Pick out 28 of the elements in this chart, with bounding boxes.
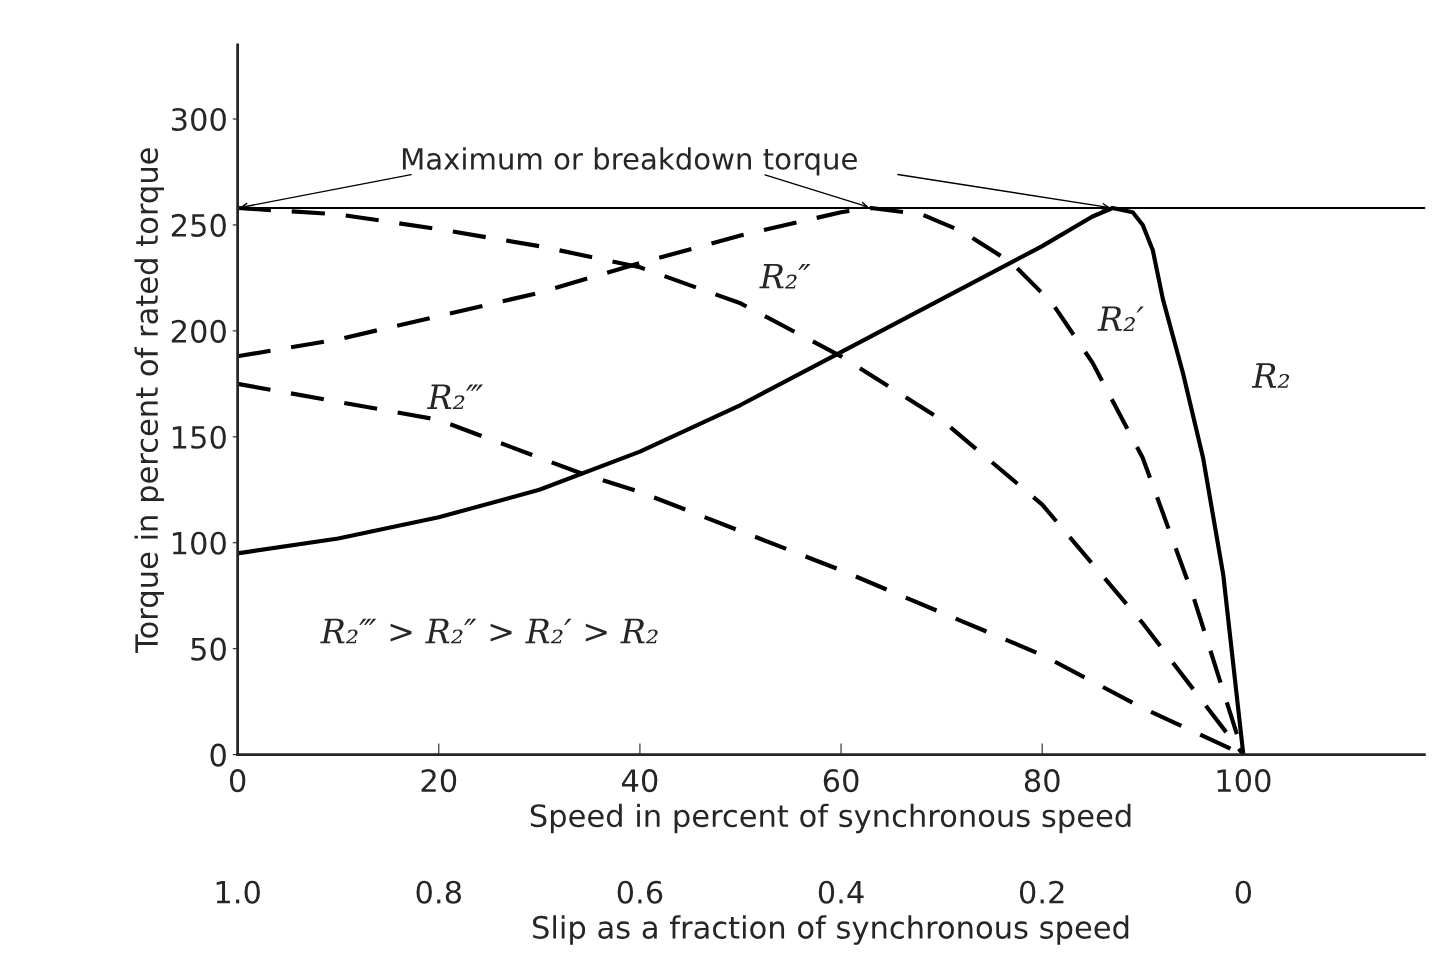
x2-tick-label: 0.6	[617, 880, 663, 904]
y-axis-title: Torque in percent of rated torque	[134, 148, 165, 653]
series-label: R₂″	[759, 263, 811, 289]
x-tick-label: 20	[421, 769, 457, 793]
y-tick-label: 300	[171, 107, 226, 132]
x-tick-label: 60	[823, 769, 859, 793]
x-tick-label: 80	[1024, 769, 1060, 793]
series-label: R₂′	[1097, 306, 1144, 331]
y-tick-label: 50	[191, 637, 226, 661]
x2-axis-title: Slip as a fraction of synchronous speed	[533, 915, 1129, 945]
y-tick-label: 0	[210, 743, 226, 767]
x-axis-title: Speed in percent of synchronous speed	[530, 803, 1131, 834]
ref-line-label: Maximum or breakdown torque	[402, 147, 857, 176]
x-tick-label: 100	[1217, 769, 1271, 793]
y-tick-label: 200	[171, 319, 226, 343]
annotation: R₂‴ > R₂″ > R₂′ > R₂	[320, 618, 658, 644]
x2-tick-label: 0.4	[818, 880, 864, 904]
x2-tick-label: 0	[1235, 880, 1252, 904]
y-tick-label: 100	[172, 531, 226, 555]
x2-tick-label: 1.0	[216, 880, 260, 904]
x2-tick-label: 0.2	[1019, 880, 1064, 904]
x-tick-label: 0	[229, 769, 246, 793]
x-tick-label: 40	[621, 769, 658, 793]
y-tick-label: 250	[171, 213, 226, 237]
x2-tick-label: 0.8	[416, 880, 461, 904]
series-label: R₂	[1251, 363, 1290, 388]
series-label: R₂‴	[427, 384, 484, 410]
y-tick-label: 150	[172, 425, 226, 449]
